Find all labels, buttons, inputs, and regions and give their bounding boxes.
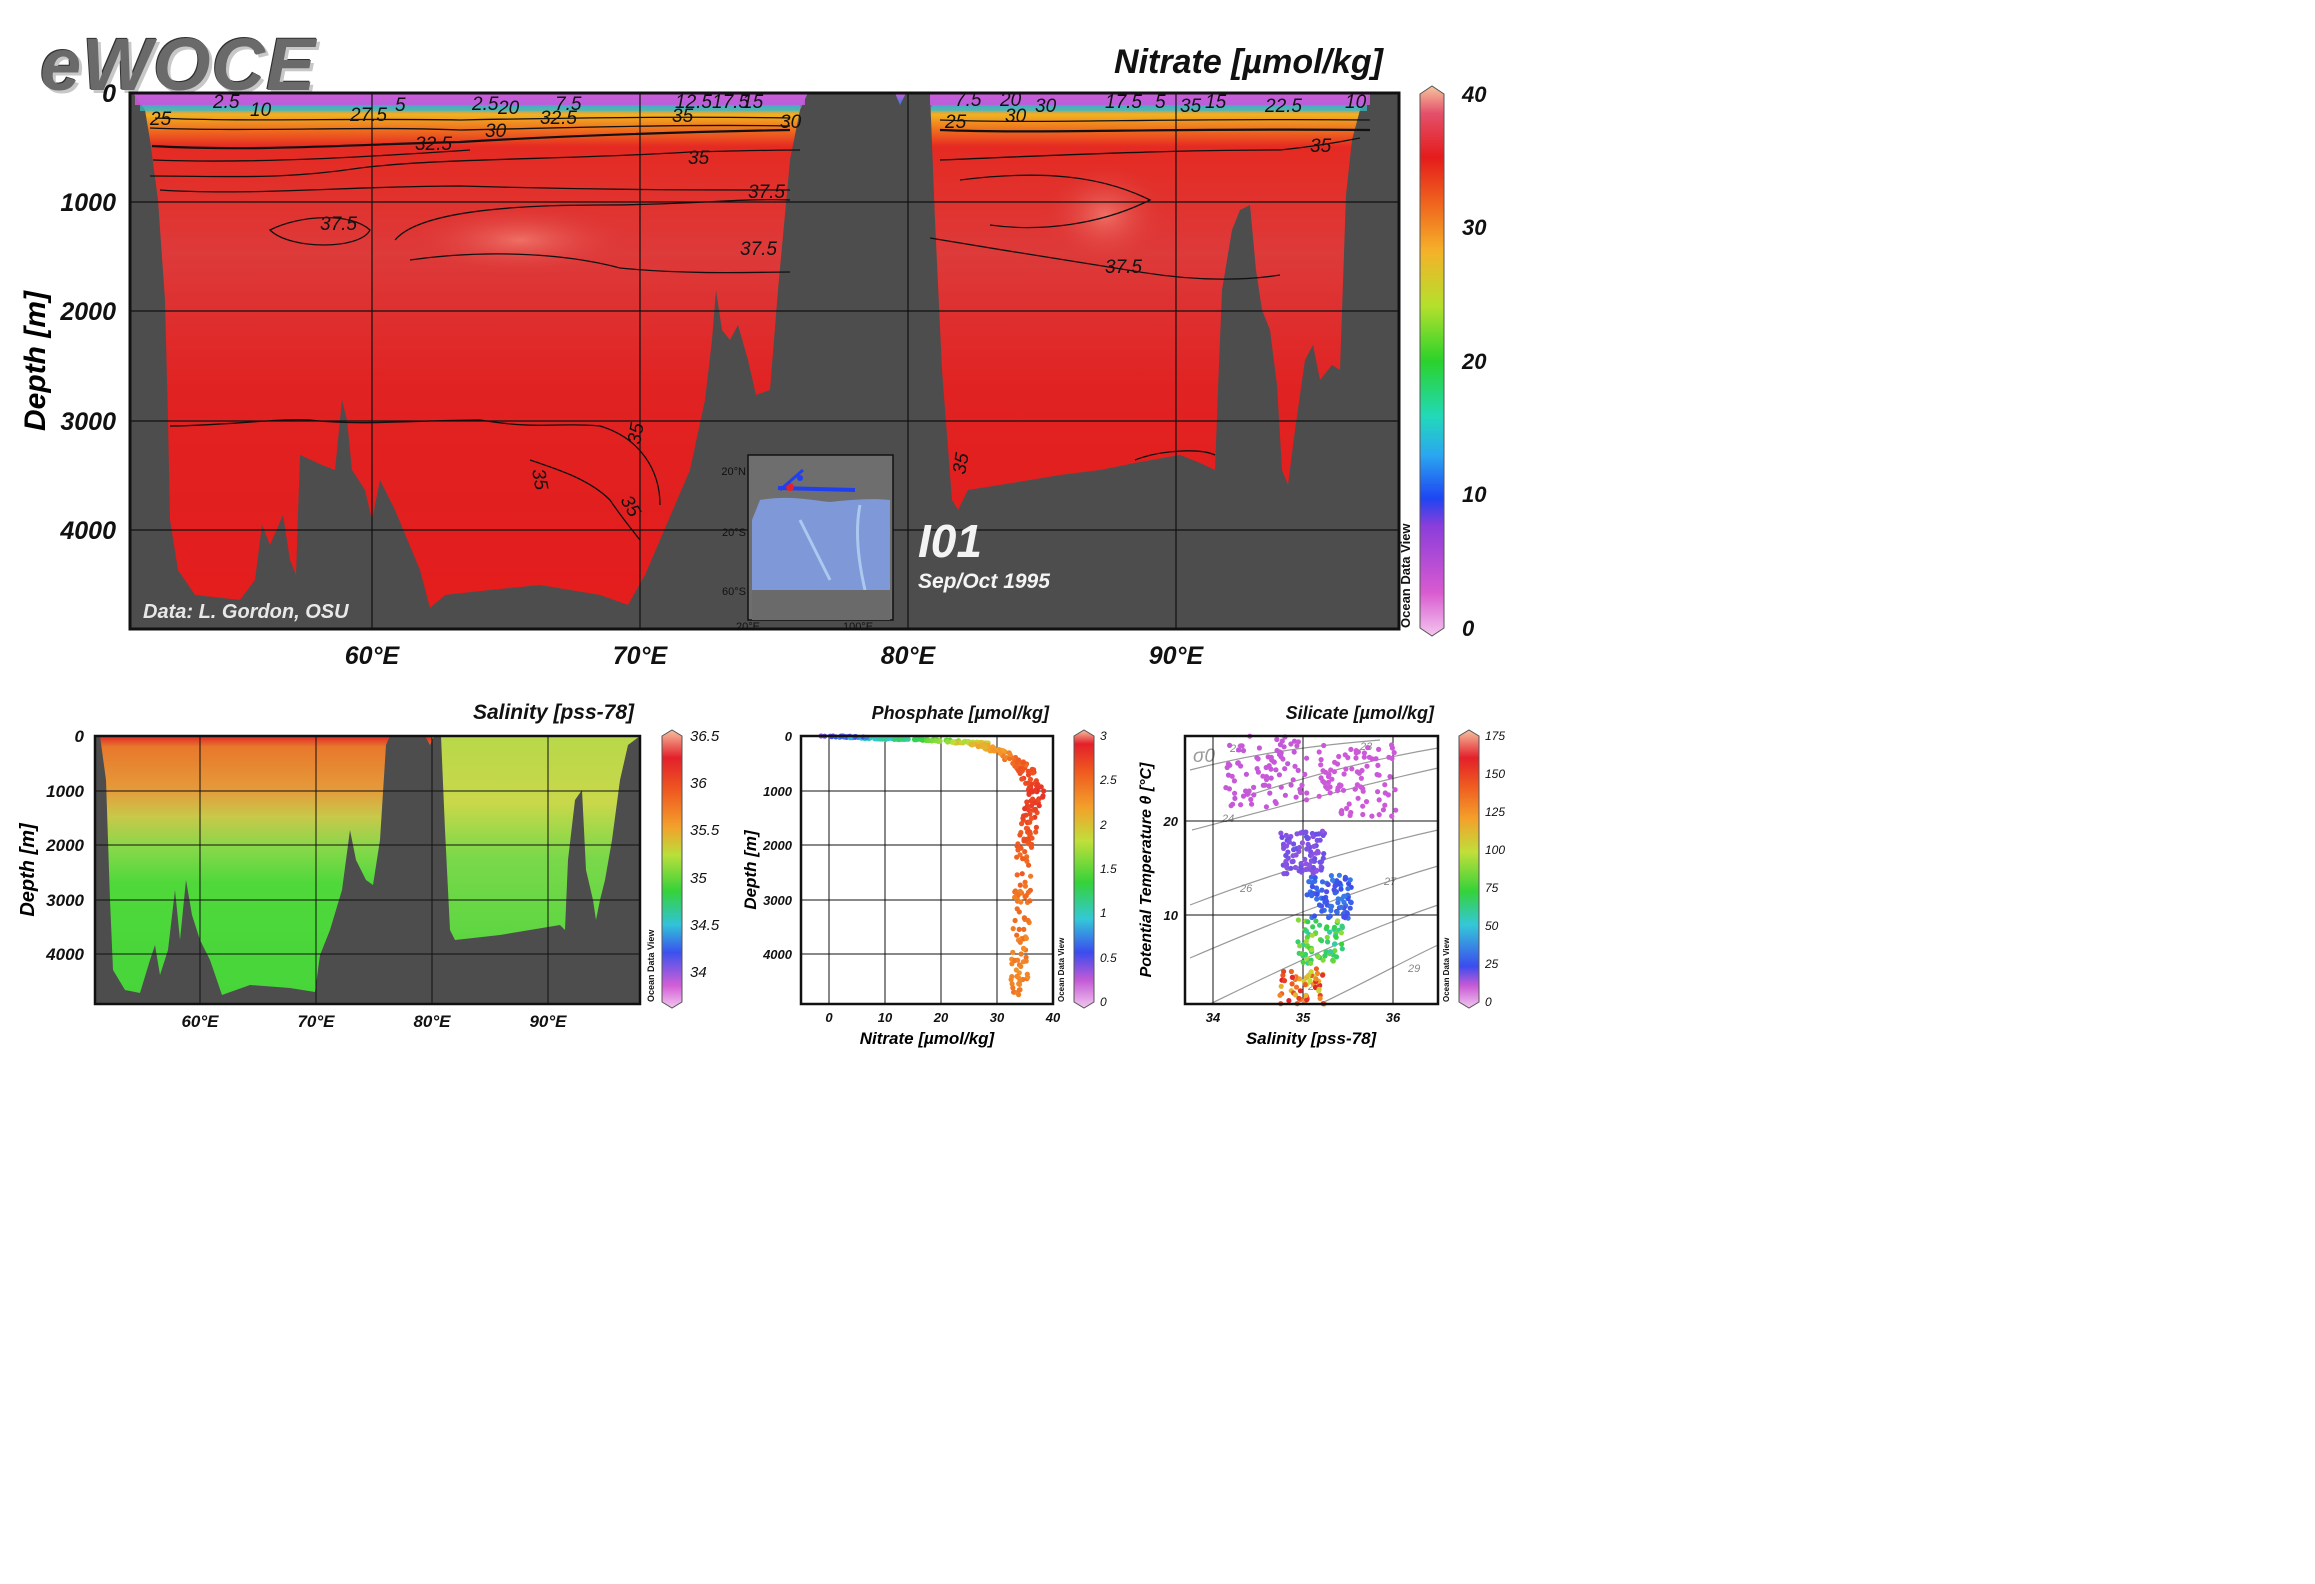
- contour-label: 15: [1205, 92, 1227, 113]
- contour-label: 35: [1180, 96, 1202, 117]
- y-tick-label: 2000: [59, 298, 116, 326]
- contour-label: 35: [672, 106, 694, 127]
- odv-watermark: Ocean Data View: [1398, 523, 1413, 628]
- nitrate-maximum-patch: [1045, 165, 1165, 265]
- contour-label: 5: [1155, 92, 1166, 113]
- contour-label: 35: [527, 467, 551, 492]
- x-tick-label: 70°E: [613, 642, 669, 670]
- colorbar-tick-label: 10: [1462, 482, 1487, 507]
- contour-label: 17.5: [1105, 92, 1142, 113]
- contour-label: 27.5: [349, 105, 387, 126]
- contour-label: 20: [497, 98, 520, 119]
- contour-label: 35: [688, 148, 710, 169]
- contour-label: 7.5: [955, 90, 982, 111]
- contour-label: 25: [944, 112, 967, 133]
- contour-label: 7.5: [555, 94, 582, 115]
- contour-label: 32.5: [415, 134, 452, 155]
- colorbar-tick-label: 0: [1462, 616, 1475, 641]
- chart-title: Nitrate [µmol/kg]: [1114, 43, 1385, 81]
- contour-label: 35: [1310, 136, 1332, 157]
- inset-lon-label: 100°E: [843, 621, 873, 633]
- y-tick-label: 1000: [60, 189, 116, 217]
- contour-label: 37.5: [748, 182, 785, 203]
- contour-label: 35: [624, 421, 648, 446]
- contour-lines: [149, 116, 1371, 541]
- contour-label: 20: [999, 90, 1022, 111]
- bathymetry: [130, 93, 1399, 629]
- surface-layer: [135, 93, 805, 105]
- contour-label: 32.5: [540, 108, 577, 129]
- x-tick-label: 80°E: [881, 642, 937, 670]
- contour-label: 17.5: [712, 92, 749, 113]
- contour-label: 37.5: [740, 239, 777, 260]
- inset-map: 20°N 20°S 60°S 20°E 100°E: [721, 454, 894, 633]
- surface-layer: [932, 105, 1367, 111]
- contour-label: 30: [485, 121, 507, 142]
- nitrate-colorbar: [1419, 85, 1445, 637]
- colorbar-tick-label: 30: [1462, 215, 1487, 240]
- inset-lat-label: 20°S: [722, 527, 746, 539]
- colorbar-tick-label: 40: [1461, 82, 1487, 107]
- y-tick-label: 0: [102, 80, 116, 108]
- contour-label: 10: [1345, 92, 1367, 113]
- contour-label: 30: [1035, 96, 1057, 117]
- inset-lat-label: 20°N: [721, 466, 746, 478]
- y-tick-label: 3000: [60, 408, 116, 436]
- section-name: I01: [918, 515, 982, 567]
- surface-layer: [930, 93, 1370, 105]
- x-tick-label: 90°E: [1149, 642, 1205, 670]
- contour-label: 37.5: [320, 214, 357, 235]
- y-axis-label: Depth [m]: [19, 290, 52, 431]
- x-tick-label: 60°E: [345, 642, 401, 670]
- contour-label: 10: [250, 100, 272, 121]
- inset-lat-label: 60°S: [722, 586, 746, 598]
- contour-label: 5: [395, 95, 406, 116]
- contour-label: 22.5: [1264, 96, 1302, 117]
- contour-label: 12.5: [675, 92, 712, 113]
- gridlines: [130, 93, 1399, 629]
- contour-label: 30: [1005, 106, 1027, 127]
- plot-frame: [128, 91, 1401, 631]
- y-tick-label: 4000: [59, 517, 116, 545]
- contour-label: 35: [949, 451, 973, 476]
- contour-label: 25: [149, 109, 172, 130]
- surface-layer: [140, 105, 800, 111]
- contour-label: 37.5: [1105, 257, 1142, 278]
- contour-label: 30: [780, 112, 802, 133]
- nitrate-maximum-patch: [410, 205, 630, 275]
- contour-label: 2.5: [471, 94, 499, 115]
- cruise-date: Sep/Oct 1995: [918, 570, 1050, 593]
- contour-label: 15: [742, 92, 764, 113]
- inset-lon-label: 20°E: [736, 621, 760, 633]
- contour-label: 2.5: [212, 92, 240, 113]
- data-credit: Data: L. Gordon, OSU: [143, 601, 349, 623]
- colorbar-tick-label: 20: [1461, 349, 1487, 374]
